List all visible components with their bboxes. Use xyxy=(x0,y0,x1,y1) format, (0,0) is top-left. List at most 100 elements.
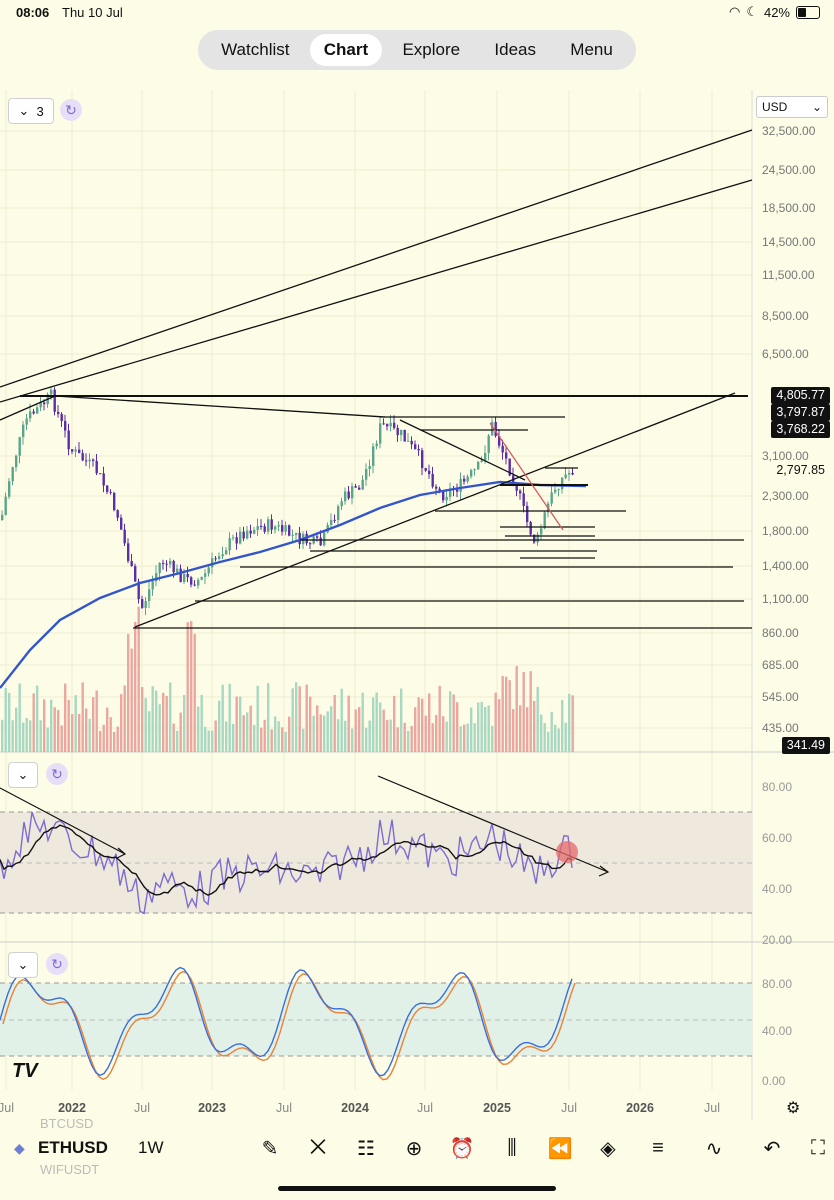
status-time: 08:06 xyxy=(16,5,50,20)
fullscreen-icon[interactable]: ⛶ xyxy=(811,1136,825,1159)
price-scale-label: 685.00 xyxy=(762,658,799,672)
candle-body xyxy=(456,489,459,492)
time-axis-label: 2025 xyxy=(483,1101,511,1115)
volume-bar xyxy=(424,715,427,752)
candle-body xyxy=(116,510,119,518)
battery-icon xyxy=(796,5,820,19)
sync-icon[interactable]: ↻ xyxy=(46,953,68,975)
volume-bar xyxy=(501,675,504,752)
candle-body xyxy=(263,526,266,532)
time-axis: Jul 2022 Jul 2023 Jul 2024 Jul 2025 Jul 2026 Jul xyxy=(0,1101,720,1115)
volume-bar xyxy=(253,724,256,752)
candle-body xyxy=(43,402,46,405)
price-tag: 3,768.22 xyxy=(771,421,830,438)
volume-bar xyxy=(372,697,375,752)
volume-bar xyxy=(11,720,14,752)
volume-bar xyxy=(225,721,228,752)
candle-body xyxy=(337,506,340,521)
interval-button[interactable]: 1W xyxy=(138,1138,164,1157)
candle-body xyxy=(109,491,112,493)
volume-bar xyxy=(557,728,560,752)
symbol-button[interactable]: ETHUSD xyxy=(38,1138,108,1157)
indicators-icon[interactable]: ⨉ xyxy=(310,1136,326,1159)
volume-bar xyxy=(456,702,459,752)
candle-body xyxy=(81,453,84,461)
volume-bar xyxy=(526,707,529,752)
grid-icon[interactable]: ☷ xyxy=(357,1137,375,1160)
volume-bar xyxy=(67,699,70,752)
layers-icon[interactable]: ◈ xyxy=(600,1137,616,1160)
tab-chart[interactable]: Chart xyxy=(309,34,383,66)
stoch-collapse-button[interactable]: ⌄ xyxy=(8,952,38,978)
ghost-symbol-below: WIFUSDT xyxy=(40,1162,100,1177)
sync-icon[interactable]: ↻ xyxy=(46,763,68,785)
pencil-icon[interactable]: ✎ xyxy=(261,1137,279,1160)
candle-body xyxy=(428,470,431,475)
tab-menu[interactable]: Menu xyxy=(570,40,613,59)
candle-body xyxy=(564,474,567,478)
replay-icon[interactable]: ⏪ xyxy=(547,1137,573,1160)
sliders-icon[interactable]: ≡ xyxy=(652,1136,664,1159)
volume-bar xyxy=(459,726,462,752)
volume-bar xyxy=(85,708,88,752)
volume-bar xyxy=(81,682,84,752)
time-axis-label: Jul xyxy=(417,1101,433,1115)
volume-bar xyxy=(543,723,546,752)
candle-body xyxy=(473,469,476,471)
indicator-collapse-button[interactable]: ⌄ 3 xyxy=(8,98,54,124)
volume-bar xyxy=(137,606,140,752)
price-scale-label: 435.00 xyxy=(762,721,799,735)
time-axis-label: Jul xyxy=(276,1101,292,1115)
candle-body xyxy=(379,423,382,444)
volume-bar xyxy=(487,705,490,752)
candle-body xyxy=(417,449,420,451)
volume-bar xyxy=(200,694,203,752)
volume-bar xyxy=(400,688,403,752)
volume-bar xyxy=(477,702,480,752)
chart-canvas[interactable]: 32,500.00 24,500.00 18,500.00 14,500.00 11,5… xyxy=(0,90,834,1120)
volume-bar xyxy=(561,699,564,752)
settings-icon[interactable]: ⚙ xyxy=(786,1100,801,1117)
candle-body xyxy=(466,476,469,482)
rsi-collapse-button[interactable]: ⌄ xyxy=(8,762,38,788)
alarm-icon[interactable]: ⏰ xyxy=(449,1137,475,1160)
candle-body xyxy=(361,479,364,490)
volume-bar xyxy=(144,698,147,752)
candle-body xyxy=(505,452,508,459)
volume-bar xyxy=(344,720,347,752)
undo-icon[interactable]: ↶ xyxy=(763,1137,781,1160)
tab-explore[interactable]: Explore xyxy=(402,40,461,59)
volume-bar xyxy=(193,633,196,752)
price-scale-label: 1,800.00 xyxy=(762,524,809,538)
candle-body xyxy=(407,440,410,442)
volume-bar xyxy=(228,683,231,752)
tradingview-logo: TV xyxy=(12,1060,38,1082)
candle-body xyxy=(277,525,280,527)
volume-bar xyxy=(186,622,189,752)
candle-body xyxy=(235,537,238,544)
moon-icon: ☾ xyxy=(746,4,758,19)
currency-select[interactable]: USD ⌄ xyxy=(756,96,828,118)
candle-body xyxy=(431,474,434,487)
candle-body xyxy=(386,424,389,427)
sync-icon[interactable]: ↻ xyxy=(60,99,82,121)
volume-bar xyxy=(428,693,431,752)
volume-bar xyxy=(249,705,252,752)
candle-body xyxy=(571,472,574,475)
candle-body xyxy=(291,534,294,536)
compare-icon[interactable]: ∿ xyxy=(705,1137,723,1160)
candle-body xyxy=(533,534,536,543)
candle-body xyxy=(414,444,417,450)
candle-body xyxy=(470,470,473,477)
tab-watchlist[interactable]: Watchlist xyxy=(221,40,290,59)
plus-circle-icon[interactable]: ⊕ xyxy=(405,1137,423,1160)
time-axis-label: Jul xyxy=(0,1101,14,1115)
candles-icon[interactable]: ⫼ xyxy=(507,1136,517,1159)
candle-body xyxy=(557,489,560,491)
tab-ideas[interactable]: Ideas xyxy=(494,40,536,59)
volume-bar xyxy=(302,728,305,752)
volume-bar xyxy=(358,707,361,752)
volume-bar xyxy=(179,712,182,752)
rsi-scale-label: 20.00 xyxy=(762,933,792,947)
candle-body xyxy=(410,440,413,445)
